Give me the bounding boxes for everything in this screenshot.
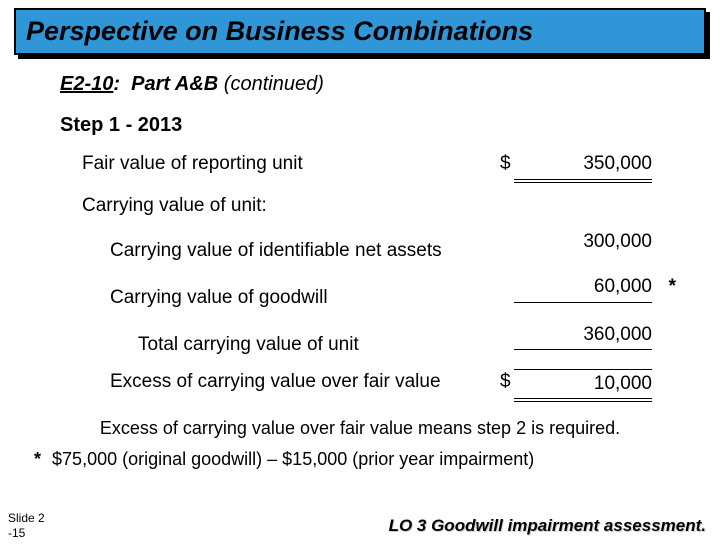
row-carrying-heading: Carrying value of unit: [60, 193, 670, 220]
row-cv-net-assets: Carrying value of identifiable net asset… [60, 229, 670, 264]
exc-currency: $ [500, 369, 514, 403]
fv-label: Fair value of reporting unit [60, 151, 500, 178]
exc-amount: 10,000 [514, 369, 652, 403]
exc-label: Excess of carrying value over fair value [60, 369, 500, 396]
cvg-currency [500, 274, 514, 303]
asterisk-icon: * [669, 274, 676, 301]
tot-label: Total carrying value of unit [60, 332, 500, 359]
cvna-amount: 300,000 [514, 229, 652, 256]
fv-currency: $ [500, 151, 514, 183]
cvg-label: Carrying value of goodwill [60, 285, 500, 312]
cvh-label: Carrying value of unit: [60, 193, 670, 220]
footnote-star: * [34, 449, 41, 469]
footnote-text: $75,000 (original goodwill) – $15,000 (p… [52, 449, 534, 469]
row-excess: Excess of carrying value over fair value… [60, 369, 670, 403]
learning-objective: LO 3 Goodwill impairment assessment. [389, 516, 706, 536]
slide-title: Perspective on Business Combinations [26, 16, 533, 46]
tot-amount: 360,000 [514, 322, 652, 351]
row-total-carrying: Total carrying value of unit 360,000 [60, 322, 670, 359]
exercise-cont: (continued) [224, 73, 324, 95]
slide-num-l1: Slide 2 [8, 511, 45, 525]
cvg-amount: 60,000 [514, 274, 652, 303]
slide-num-l2: -15 [8, 526, 45, 540]
exercise-id: E2-10 [60, 73, 113, 95]
row-cv-goodwill: Carrying value of goodwill 60,000 * [60, 274, 670, 311]
exercise-part: Part A&B [131, 73, 218, 95]
footnote: * $75,000 (original goodwill) – $15,000 … [34, 449, 720, 470]
cvna-label: Carrying value of identifiable net asset… [60, 238, 500, 265]
note-text: Excess of carrying value over fair value… [10, 418, 710, 439]
cvna-currency [500, 229, 514, 256]
exercise-line: E2-10: Part A&B (continued) [60, 73, 670, 96]
row-fair-value: Fair value of reporting unit $ 350,000 [60, 151, 670, 183]
title-bar: Perspective on Business Combinations [14, 8, 706, 55]
exercise-colon: : [113, 73, 120, 95]
content-area: E2-10: Part A&B (continued) Step 1 - 201… [0, 55, 720, 402]
fv-amount: 350,000 [514, 151, 652, 183]
step-heading: Step 1 - 2013 [60, 114, 670, 137]
tot-currency [500, 322, 514, 351]
slide-number: Slide 2 -15 [8, 511, 45, 540]
